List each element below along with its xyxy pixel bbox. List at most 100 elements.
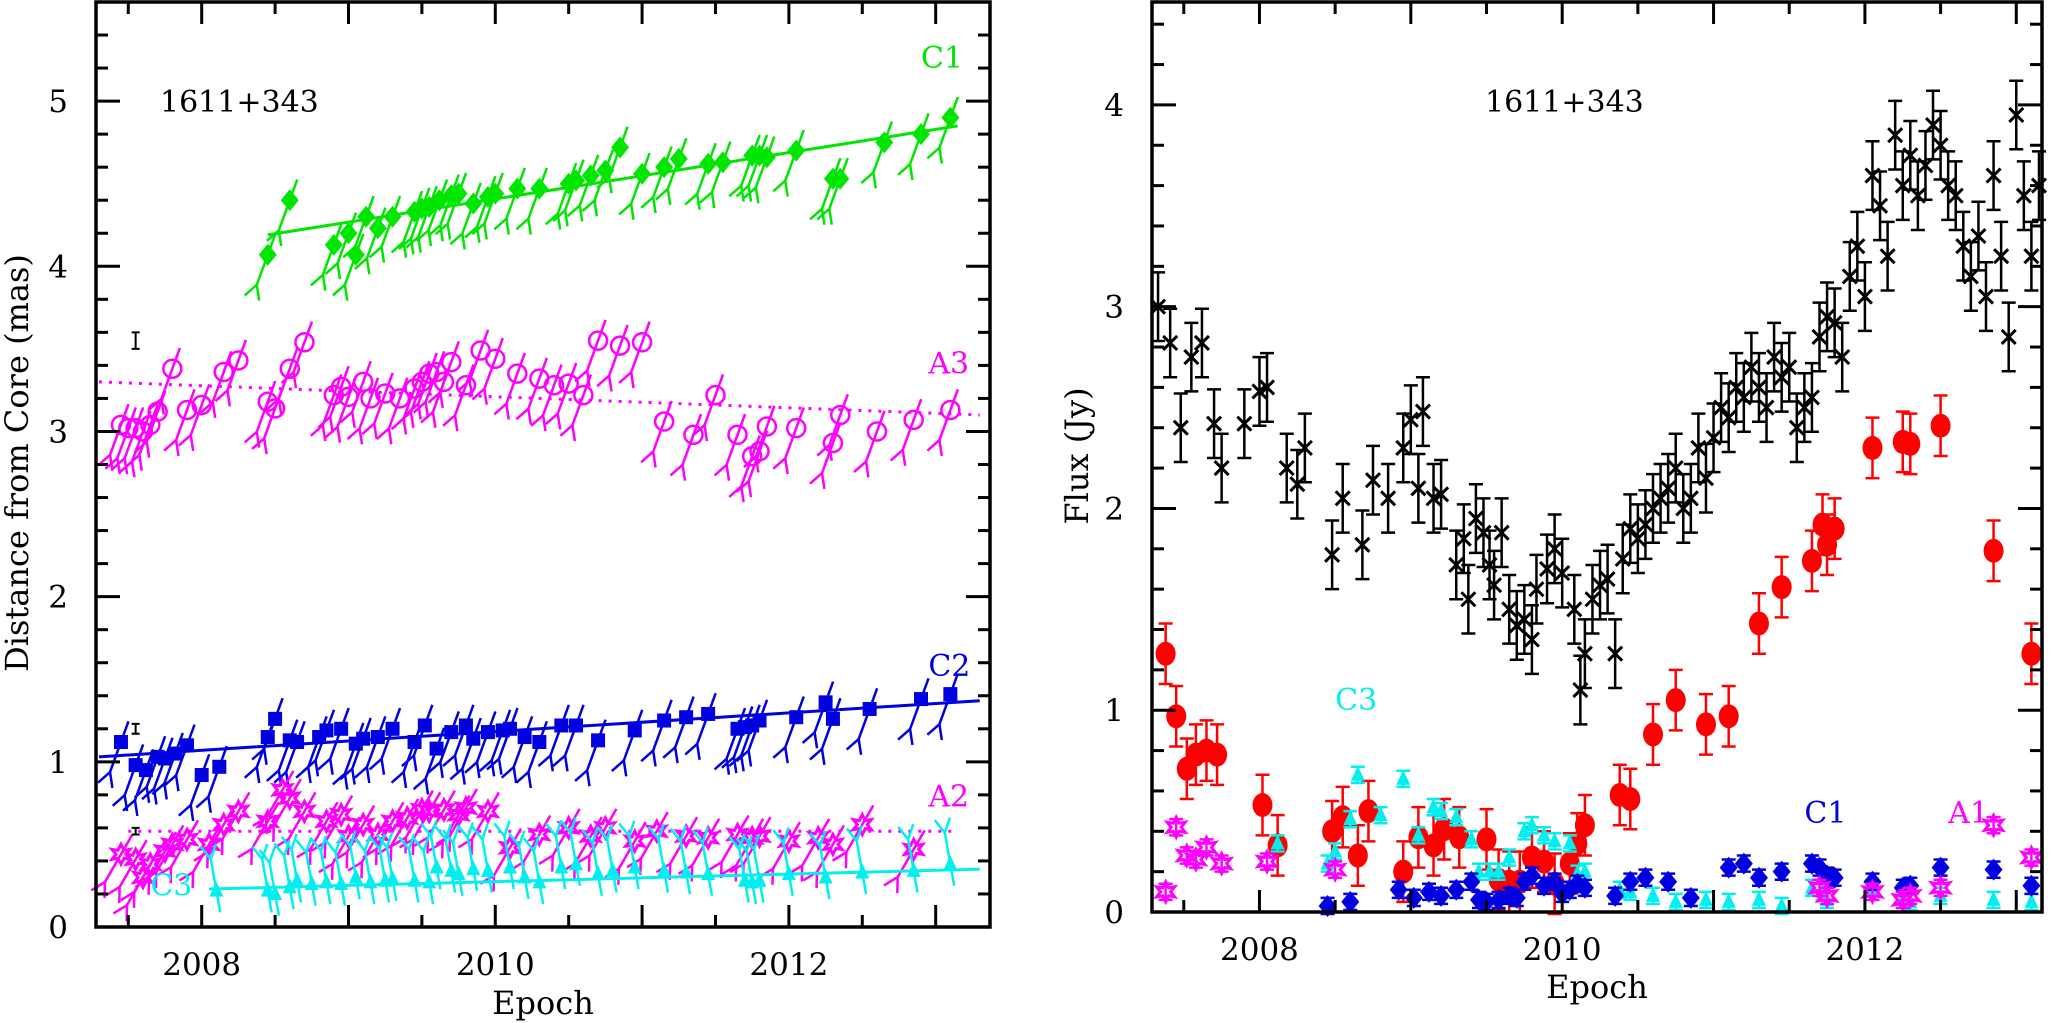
marker-diamond [831, 167, 850, 190]
arrow-head [111, 792, 129, 812]
marker-triangle [591, 865, 606, 881]
data-point [1758, 372, 1775, 444]
arrow-head [493, 401, 511, 420]
marker-cross [1977, 288, 1995, 305]
data-point [816, 393, 851, 462]
data-point [1162, 307, 1179, 379]
marker-open-circle [213, 361, 234, 383]
data-point [1414, 376, 1432, 448]
marker-diamond [912, 123, 931, 146]
arrow-head [640, 449, 657, 468]
data-point [251, 697, 284, 765]
marker-open-circle [228, 350, 249, 371]
vector-arrow [651, 400, 673, 453]
arrow-head [493, 216, 511, 235]
arrow-head [691, 422, 709, 442]
vector-arrow [174, 388, 196, 441]
arrow-head [456, 822, 475, 841]
data-point [1575, 876, 1594, 899]
data-point [1380, 462, 1397, 534]
arrow-head [831, 850, 848, 869]
data-point [1743, 331, 1760, 403]
marker-diamond [1984, 858, 2003, 881]
marker-open-circle [609, 335, 631, 356]
arrow-head [398, 236, 415, 255]
marker-cross [1675, 500, 1692, 517]
marker-diamond [464, 192, 483, 215]
marker-cross [1467, 510, 1484, 527]
marker-cross [1924, 117, 1942, 134]
arrow-head [361, 421, 378, 440]
data-point [1432, 884, 1451, 907]
data-point [522, 835, 547, 905]
data-point [669, 825, 694, 895]
data-point [1207, 723, 1228, 787]
arrow-head [559, 422, 577, 442]
marker-filled-circle [1801, 548, 1822, 573]
data-point [368, 707, 402, 775]
marker-cross [1354, 536, 1371, 553]
arrow-head [618, 820, 636, 839]
marker-filled-circle [1423, 833, 1444, 858]
arrow-head [427, 389, 444, 409]
series-a1: A1 [1153, 796, 2045, 914]
arrow-head [713, 462, 731, 481]
arrow-head [559, 817, 577, 836]
data-point [1748, 591, 1769, 655]
data-point [324, 836, 349, 906]
arrow-head [251, 435, 268, 455]
marker-cross [1501, 601, 1518, 618]
data-point [669, 413, 704, 481]
arrow-head [112, 902, 129, 922]
data-point [1834, 321, 1851, 393]
arrow-head [515, 769, 533, 789]
marker-triangle [319, 873, 334, 889]
data-point [647, 823, 672, 893]
arrow-head [707, 859, 723, 879]
marker-triangle [1426, 798, 1441, 814]
arrow-head [575, 853, 591, 872]
data-point [1324, 519, 1341, 591]
marker-cross [1486, 577, 1503, 594]
vector-arrow [864, 410, 886, 462]
marker-cross [1834, 349, 1851, 366]
fit-line-c2 [98, 699, 980, 759]
arrow-head [156, 864, 173, 884]
arrow-head [809, 746, 826, 765]
marker-filled-circle [1643, 722, 1664, 747]
arrow-head [354, 764, 371, 784]
marker-triangle [1774, 896, 1789, 912]
marker-triangle [1491, 862, 1506, 878]
vector-arrow [373, 372, 394, 424]
data-point [310, 795, 354, 859]
marker-filled-circle [1718, 704, 1739, 729]
data-point [1252, 773, 1273, 837]
arrow-head [195, 794, 213, 813]
marker-triangle [1482, 862, 1497, 878]
arrow-head [415, 227, 433, 247]
data-point [691, 374, 726, 442]
data-point [1322, 856, 1348, 883]
data-point [1871, 170, 1889, 242]
marker-diamond [567, 169, 586, 192]
marker-cross [1251, 383, 1268, 400]
arrow-head [801, 729, 819, 749]
vector-arrow [329, 365, 350, 418]
data-point [442, 364, 477, 432]
data-point [772, 407, 807, 475]
marker-star [1209, 850, 1235, 877]
marker-square [569, 718, 584, 733]
data-point [772, 129, 806, 197]
data-point [816, 157, 850, 225]
marker-diamond [1522, 864, 1541, 887]
data-point [1695, 692, 1716, 756]
vector-arrow [747, 430, 769, 482]
marker-cross [1546, 540, 1563, 557]
data-point [1434, 801, 1449, 821]
marker-triangle [532, 873, 547, 889]
marker-star [108, 840, 134, 868]
data-point [208, 791, 252, 856]
arrow-head [142, 869, 158, 889]
